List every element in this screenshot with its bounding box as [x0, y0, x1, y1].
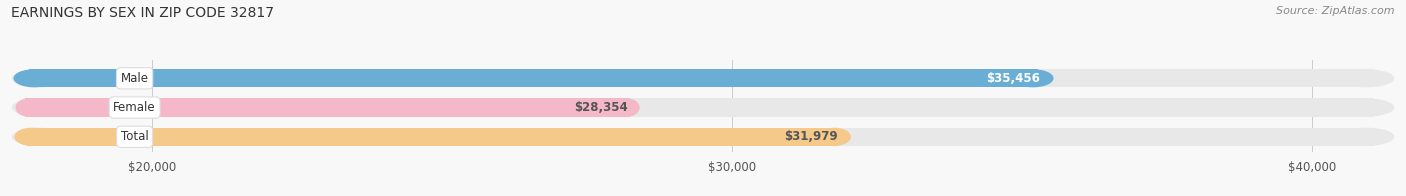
- Bar: [32, 69, 1374, 87]
- Ellipse shape: [14, 128, 48, 146]
- Text: $35,456: $35,456: [986, 72, 1039, 85]
- Ellipse shape: [11, 98, 66, 117]
- Ellipse shape: [1340, 128, 1395, 146]
- Bar: [25, 98, 630, 117]
- Bar: [32, 98, 1374, 117]
- Text: $31,979: $31,979: [785, 130, 838, 143]
- Bar: [30, 69, 1038, 87]
- Ellipse shape: [1012, 69, 1053, 87]
- Ellipse shape: [1340, 69, 1395, 87]
- Ellipse shape: [614, 98, 640, 117]
- Ellipse shape: [14, 69, 55, 87]
- Bar: [27, 128, 838, 146]
- Text: Male: Male: [121, 72, 149, 85]
- Text: $28,354: $28,354: [574, 101, 628, 114]
- Bar: [32, 128, 1374, 146]
- Text: Total: Total: [121, 130, 149, 143]
- Ellipse shape: [818, 128, 851, 146]
- Text: Female: Female: [114, 101, 156, 114]
- Ellipse shape: [11, 69, 66, 87]
- Ellipse shape: [1340, 98, 1395, 117]
- Ellipse shape: [11, 128, 66, 146]
- Text: Source: ZipAtlas.com: Source: ZipAtlas.com: [1277, 6, 1395, 16]
- Ellipse shape: [15, 98, 41, 117]
- Text: EARNINGS BY SEX IN ZIP CODE 32817: EARNINGS BY SEX IN ZIP CODE 32817: [11, 6, 274, 20]
